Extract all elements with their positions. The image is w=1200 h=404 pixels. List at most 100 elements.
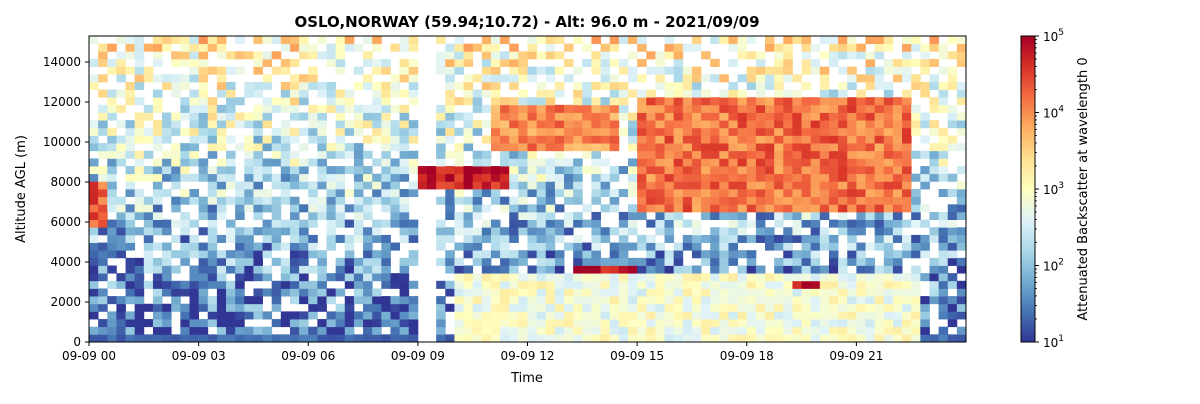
heatmap-cell — [737, 189, 748, 198]
heatmap-cell — [682, 242, 693, 251]
heatmap-cell — [399, 89, 410, 98]
heatmap-cell — [189, 36, 200, 45]
heatmap-cell — [335, 288, 346, 297]
heatmap-cell — [929, 273, 939, 282]
heatmap-cell — [728, 181, 739, 190]
heatmap-cell — [819, 166, 830, 175]
heatmap-cell — [518, 127, 528, 136]
heatmap-cell — [627, 112, 638, 121]
heatmap-cell — [856, 143, 866, 152]
heatmap-cell — [682, 150, 693, 159]
heatmap-cell — [527, 280, 538, 289]
heatmap-cell — [372, 189, 382, 198]
heatmap-cell — [344, 280, 355, 289]
heatmap-cell — [363, 166, 373, 175]
heatmap-cell — [627, 204, 638, 213]
heatmap-cell — [454, 211, 464, 220]
heatmap-cell — [810, 196, 821, 205]
heatmap-cell — [344, 166, 355, 175]
heatmap-cell — [819, 51, 830, 60]
heatmap-cell — [152, 303, 163, 312]
heatmap-cell — [490, 58, 501, 67]
heatmap-cell — [847, 36, 857, 45]
heatmap-cell — [363, 36, 373, 45]
heatmap-cell — [637, 196, 647, 205]
heatmap-cell — [856, 227, 866, 236]
heatmap-cell — [500, 242, 510, 251]
heatmap-cell — [774, 211, 784, 220]
heatmap-cell — [746, 311, 757, 320]
heatmap-cell — [856, 181, 866, 190]
heatmap-cell — [682, 135, 693, 144]
heatmap-cell — [353, 288, 364, 297]
heatmap-cell — [390, 166, 401, 175]
heatmap-cell — [198, 74, 209, 83]
heatmap-cell — [198, 296, 209, 305]
heatmap-cell — [408, 166, 419, 175]
heatmap-cell — [554, 181, 565, 190]
heatmap-cell — [865, 242, 876, 251]
heatmap-cell — [509, 81, 519, 90]
heatmap-cell — [363, 211, 373, 220]
heatmap-cell — [399, 296, 410, 305]
heatmap-cell — [755, 326, 766, 335]
heatmap-cell — [381, 204, 391, 213]
heatmap-cell — [363, 227, 373, 236]
heatmap-cell — [691, 181, 702, 190]
heatmap-cell — [691, 120, 702, 129]
heatmap-cell — [682, 89, 693, 98]
heatmap-cell — [107, 112, 117, 121]
heatmap-cell — [938, 173, 949, 182]
heatmap-cell — [947, 120, 958, 129]
heatmap-cell — [335, 265, 346, 274]
heatmap-cell — [308, 250, 318, 259]
heatmap-cell — [289, 135, 300, 144]
heatmap-cell — [390, 273, 401, 282]
heatmap-cell — [89, 265, 99, 274]
heatmap-cell — [883, 273, 894, 282]
heatmap-cell — [719, 104, 729, 113]
heatmap-cell — [280, 242, 291, 251]
heatmap-cell — [89, 158, 99, 167]
heatmap-cell — [609, 196, 620, 205]
heatmap-cell — [847, 204, 857, 213]
heatmap-cell — [819, 81, 830, 90]
heatmap-cell — [883, 227, 894, 236]
heatmap-cell — [682, 311, 693, 320]
heatmap-cell — [207, 250, 218, 259]
heatmap-cell — [847, 43, 857, 52]
heatmap-cell — [947, 334, 958, 343]
heatmap-cell — [518, 112, 528, 121]
heatmap-cell — [500, 227, 510, 236]
heatmap-cell — [956, 234, 967, 243]
heatmap-cell — [271, 36, 282, 45]
heatmap-cell — [381, 97, 391, 106]
heatmap-cell — [280, 273, 291, 282]
heatmap-cell — [372, 173, 382, 182]
heatmap-cell — [527, 334, 538, 343]
heatmap-cell — [171, 51, 181, 60]
heatmap-cell — [107, 104, 117, 113]
heatmap-cell — [874, 334, 885, 343]
heatmap-cell — [417, 181, 428, 190]
heatmap-cell — [691, 319, 702, 328]
heatmap-cell — [591, 135, 601, 144]
heatmap-cell — [280, 257, 291, 266]
heatmap-cell — [746, 150, 757, 159]
heatmap-cell — [591, 319, 601, 328]
heatmap-cell — [938, 89, 949, 98]
heatmap-cell — [299, 89, 309, 98]
heatmap-cell — [125, 296, 136, 305]
heatmap-cell — [792, 120, 802, 129]
heatmap-cell — [691, 311, 702, 320]
heatmap-cell — [244, 227, 254, 236]
heatmap-cell — [710, 166, 720, 175]
heatmap-cell — [271, 227, 282, 236]
heatmap-cell — [956, 166, 967, 175]
heatmap-cell — [253, 51, 263, 60]
heatmap-cell — [280, 36, 291, 45]
heatmap-cell — [527, 319, 538, 328]
heatmap-cell — [728, 196, 739, 205]
heatmap-cell — [399, 120, 410, 129]
heatmap-cell — [152, 43, 163, 52]
